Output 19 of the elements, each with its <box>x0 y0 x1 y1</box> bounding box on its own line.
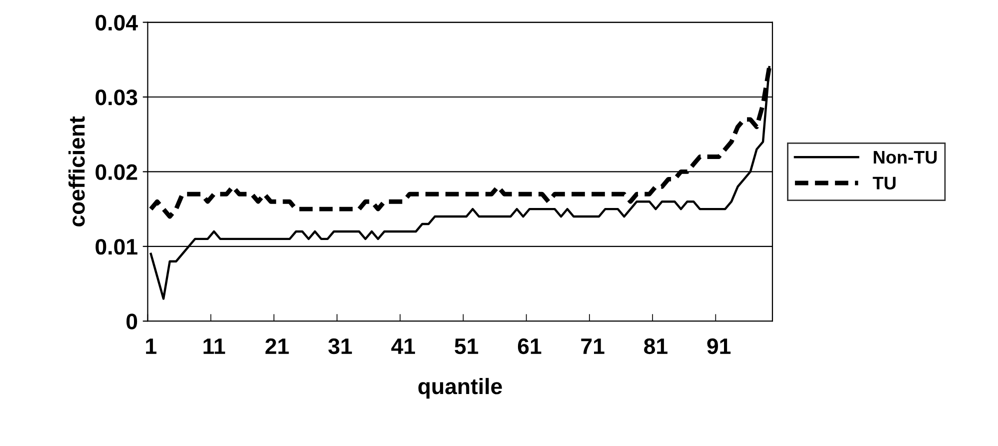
y-tick-label: 0.01 <box>96 238 138 255</box>
x-tick-label: 71 <box>581 338 604 354</box>
y-tick-label: 0.02 <box>96 164 138 180</box>
y-tick-label: 0.04 <box>96 14 138 31</box>
x-tick-label: 1 <box>146 338 156 354</box>
x-tick-label: 61 <box>518 338 542 354</box>
x-axis-title: quantile <box>418 378 502 399</box>
x-tick-label: 41 <box>391 338 416 354</box>
x-tick-label: 51 <box>454 338 478 354</box>
y-axis-title: coefficient <box>68 116 85 226</box>
y-tick-label: 0 <box>126 314 138 330</box>
x-tick-label: 81 <box>644 338 668 354</box>
x-tick-label: 11 <box>204 338 226 354</box>
x-tick-label: 31 <box>328 338 352 354</box>
x-tick-label: 91 <box>707 338 731 354</box>
x-tick-label: 21 <box>265 338 289 354</box>
y-tick-label: 0.03 <box>96 90 138 106</box>
legend-label: TU <box>872 176 896 190</box>
legend-label: Non-TU <box>874 151 937 164</box>
